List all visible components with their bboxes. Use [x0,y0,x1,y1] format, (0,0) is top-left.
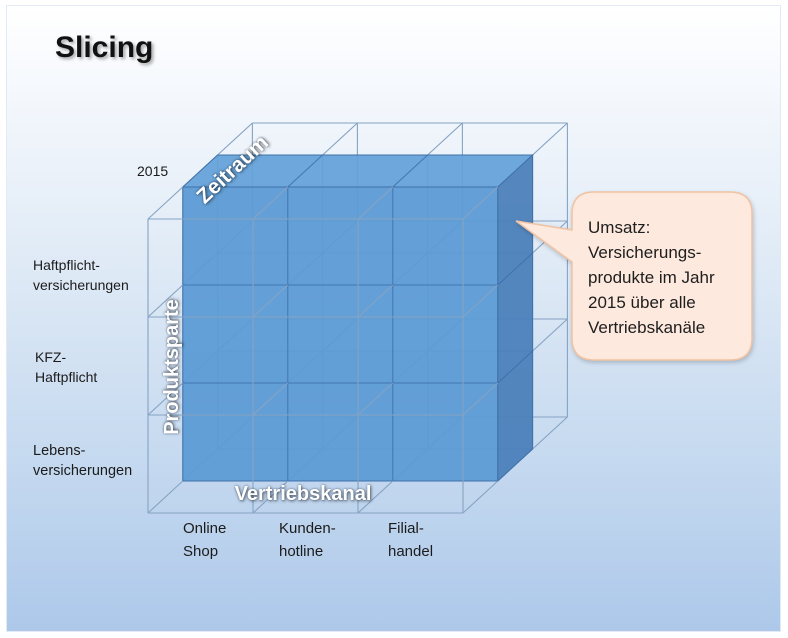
cube-grid-line [252,284,289,318]
cube-grid-line [462,382,499,416]
cube-grid-line [252,186,289,220]
channel-label-line: Filial- [388,520,424,537]
cube-grid-line [147,284,184,318]
cube-grid-line [357,186,394,220]
cube-grid-line [462,284,499,318]
channel-label-branch: Filial- handel [388,517,433,563]
cube-wireframe-front [147,186,499,514]
channel-label-line: Kunden- [279,520,336,537]
cube-grid-line [462,186,499,220]
channel-label-online: Online Shop [183,517,226,563]
product-label-line: Haftpflicht [35,369,98,385]
cube-grid-line [357,480,394,514]
slice-front-face [182,186,499,482]
channel-label-hotline: Kunden- hotline [279,517,336,563]
cube-grid-line [357,284,394,318]
product-label-line: Haftpflicht- [33,257,100,273]
channel-label-line: handel [388,543,434,560]
callout-line: 2015 über alle [588,293,696,312]
slice-grid [182,154,533,481]
slice-year-label: 2015 [137,163,169,179]
callout-bubble [515,191,753,361]
cube-grid-line [462,480,499,514]
product-label-line: versicherungen [33,463,133,479]
product-label-life: Lebens- versicherungen [33,441,132,481]
slice-grid-line [392,154,428,188]
product-label-line: KFZ- [35,349,67,365]
cube-grid-line [357,382,394,416]
cube-grid-line [147,480,184,514]
slice-grid-line [287,154,323,188]
slide-title: Slicing [55,31,154,64]
callout-line: produkte im Jahr [588,268,715,287]
cube-grid-line [147,186,184,220]
cube-grid-line [252,480,289,514]
cube-grid-line [252,382,289,416]
callout-text: Umsatz: Versicherungs- produkte im Jahr … [588,215,715,340]
callout-line: Vertriebskanäle [588,318,706,337]
channel-label-line: hotline [279,543,324,560]
axis-label-channel: Vertriebskanal [234,483,372,505]
product-label-motor: KFZ- Haftpflicht [35,347,97,387]
slice-grid-line [497,350,533,384]
channel-label-line: Shop [183,543,219,560]
slice-grid-line [497,252,533,286]
product-label-line: versicherungen [33,277,129,293]
cube-grid-line [147,382,184,416]
slice-side-face [497,153,534,483]
axis-label-product: Produktsparte [161,299,183,435]
callout-line: Umsatz: [588,218,651,237]
product-label-liability: Haftpflicht- versicherungen [33,255,129,295]
product-label-line: Lebens- [33,443,86,459]
callout-line: Versicherungs- [588,243,702,262]
channel-label-line: Online [183,520,227,537]
